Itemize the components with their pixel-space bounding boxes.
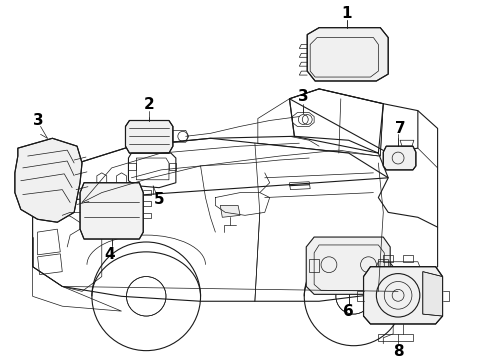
Text: 3: 3	[33, 113, 44, 128]
Polygon shape	[423, 272, 442, 316]
Polygon shape	[307, 28, 388, 81]
Text: 4: 4	[104, 247, 115, 262]
Text: 8: 8	[393, 344, 403, 359]
Polygon shape	[383, 146, 416, 170]
Polygon shape	[220, 206, 240, 217]
Polygon shape	[364, 267, 442, 324]
Polygon shape	[15, 138, 82, 222]
Text: 7: 7	[395, 121, 405, 136]
Text: 5: 5	[154, 192, 164, 207]
Text: 2: 2	[144, 97, 154, 112]
Polygon shape	[125, 121, 173, 153]
Text: 1: 1	[342, 6, 352, 21]
Polygon shape	[306, 237, 390, 294]
Polygon shape	[80, 183, 143, 239]
Text: 6: 6	[343, 303, 354, 319]
Text: 3: 3	[298, 89, 309, 104]
